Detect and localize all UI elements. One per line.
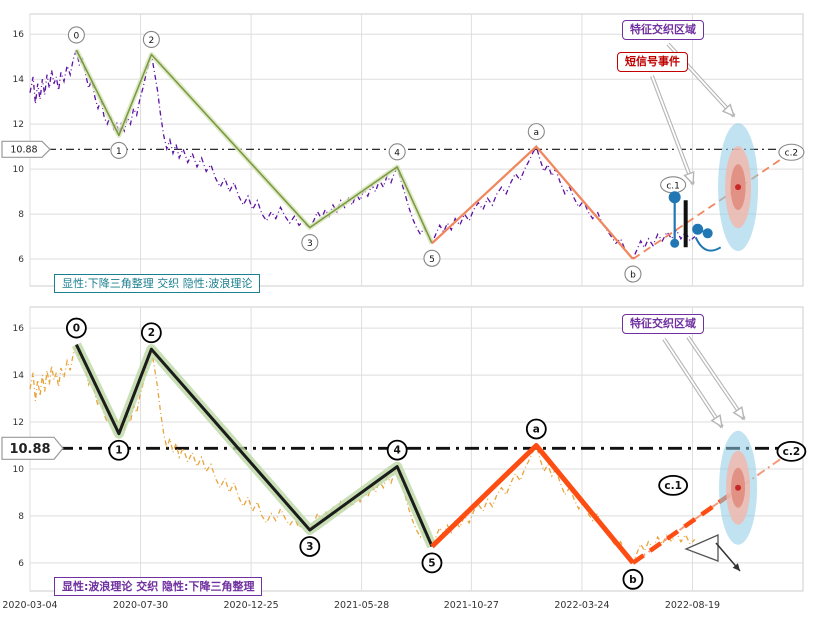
wave-label-circle bbox=[421, 552, 443, 574]
wave-label-text: 5 bbox=[428, 557, 435, 569]
wave-label-circle bbox=[108, 439, 130, 461]
projection-label-text: c.2 bbox=[785, 149, 799, 159]
wave-label-circle bbox=[423, 249, 441, 267]
wave-label-text: 1 bbox=[115, 445, 122, 457]
wave-label-circle bbox=[67, 26, 85, 44]
arrow-head bbox=[732, 406, 745, 421]
wave-label-text: 0 bbox=[74, 31, 80, 41]
annotation-feature-zone-bottom: 特征交织区域 bbox=[622, 314, 704, 334]
wave-label-text: 3 bbox=[307, 239, 313, 249]
y-tick-label: 6 bbox=[18, 559, 24, 569]
wave-label-text: b bbox=[629, 574, 637, 586]
signal-marker-dot bbox=[668, 191, 681, 204]
wave-label-circle bbox=[386, 439, 408, 461]
correction-line bbox=[430, 443, 635, 565]
wave-label-circle bbox=[527, 123, 545, 141]
y-tick-label: 8 bbox=[18, 512, 24, 522]
wave-label-text: 1 bbox=[116, 147, 122, 157]
x-tick-label: 2020-12-25 bbox=[223, 600, 279, 611]
y-tick-label: 6 bbox=[18, 255, 24, 265]
wave-label-circle bbox=[301, 234, 319, 252]
wave-label-circle bbox=[388, 143, 406, 161]
y-tick-label: 12 bbox=[13, 418, 24, 428]
impulse-line bbox=[75, 49, 433, 244]
wave-label-text: 0 bbox=[73, 323, 80, 335]
caption-top-chart: 显性:下降三角整理 交织 隐性:波浪理论 bbox=[54, 274, 261, 293]
price-badge-text: 10.88 bbox=[9, 442, 50, 457]
arrow-head bbox=[710, 413, 723, 429]
y-tick-label: 14 bbox=[13, 371, 25, 381]
x-axis: 2020-03-04 2020-07-30 2020-12-25 2021-05… bbox=[0, 599, 813, 617]
projection-label-text: c.1 bbox=[666, 181, 680, 191]
wave-label-text: b bbox=[630, 271, 636, 281]
wave-label-circle bbox=[142, 30, 160, 49]
wave-label-text: 2 bbox=[148, 327, 155, 339]
annotation-short-signal-event: 短信号事件 bbox=[617, 52, 688, 72]
signal-marker-dot bbox=[670, 238, 680, 248]
annotation-feature-zone-top: 特征交织区域 bbox=[622, 20, 704, 40]
projection-label-circle bbox=[778, 143, 805, 161]
price-badge-text: 10.88 bbox=[10, 145, 37, 156]
wave-label-circle bbox=[140, 322, 162, 344]
projection-label-circle bbox=[776, 440, 807, 462]
wave-label-text: 4 bbox=[394, 445, 401, 457]
triangle-annotation bbox=[684, 534, 719, 562]
wave-label-text: a bbox=[533, 423, 540, 435]
small-arrow-head bbox=[732, 563, 740, 571]
arrow-head bbox=[683, 170, 695, 186]
caption-bottom-chart: 显性:波浪理论 交织 隐性:下降三角整理 bbox=[54, 577, 263, 596]
projection-label-text: c.1 bbox=[664, 480, 682, 492]
wave-label-circle bbox=[622, 568, 644, 590]
y-tick-label: 8 bbox=[18, 210, 24, 220]
wave-label-circle bbox=[110, 141, 128, 159]
target-zone-center bbox=[735, 484, 742, 491]
projection-label-circle bbox=[658, 474, 689, 496]
projection-label-text: c.2 bbox=[783, 446, 801, 458]
y-tick-label: 14 bbox=[13, 75, 25, 85]
y-tick-label: 16 bbox=[13, 324, 25, 334]
wave-label-circle bbox=[624, 265, 642, 283]
wave-label-circle bbox=[525, 418, 547, 440]
wave-label-text: 5 bbox=[429, 255, 435, 265]
x-tick-label: 2021-05-28 bbox=[334, 600, 390, 611]
impulse-line bbox=[75, 343, 434, 547]
signal-marker-hook bbox=[694, 236, 722, 252]
price-badge bbox=[1, 436, 64, 460]
arrow-head bbox=[721, 103, 736, 118]
wave-label-text: a bbox=[534, 128, 540, 138]
y-tick-label: 10 bbox=[13, 165, 25, 175]
x-tick-label: 2022-03-24 bbox=[554, 600, 610, 611]
wave-label-text: 2 bbox=[148, 36, 154, 46]
x-tick-label: 2022-08-19 bbox=[664, 600, 721, 611]
wave-label-circle bbox=[299, 536, 321, 557]
y-tick-label: 16 bbox=[13, 30, 25, 40]
y-tick-label: 12 bbox=[13, 120, 24, 130]
target-zone-center bbox=[735, 184, 742, 191]
wave-label-text: 4 bbox=[394, 148, 400, 158]
x-tick-label: 2020-07-30 bbox=[112, 600, 169, 611]
projection-line-c2 bbox=[632, 151, 792, 260]
price-badge bbox=[1, 140, 51, 158]
wave-label-circle bbox=[65, 317, 87, 339]
wave-label-text: 3 bbox=[306, 541, 313, 553]
x-tick-label: 2020-03-04 bbox=[2, 600, 58, 611]
y-tick-label: 10 bbox=[13, 465, 25, 475]
correction-line bbox=[431, 145, 634, 260]
x-tick-label: 2021-10-27 bbox=[443, 600, 499, 611]
